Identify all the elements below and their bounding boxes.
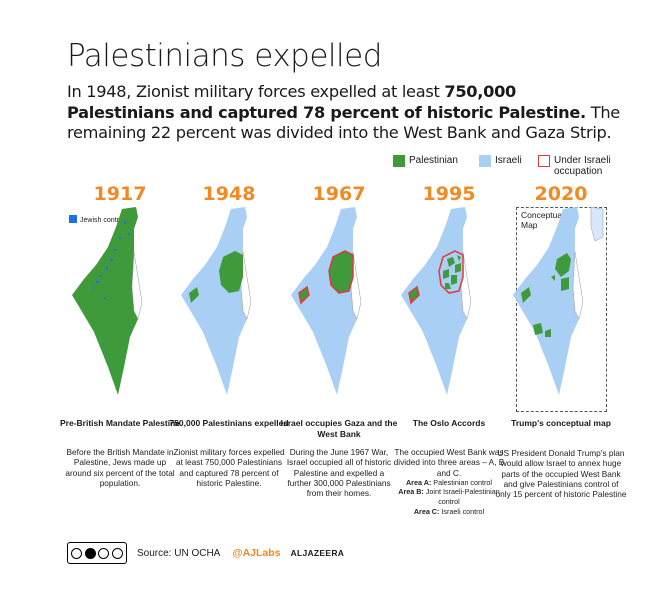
conceptual-map-frame: Conceptual Map (516, 207, 607, 412)
caption-title: The Oslo Accords (412, 418, 486, 428)
sa-icon (111, 547, 123, 559)
legend-swatch-occupation (538, 155, 550, 167)
panel-year: 1967 (312, 183, 366, 205)
area-text: Palestinian control (431, 477, 493, 487)
map-1917: Jewish control (64, 207, 176, 397)
area-label: Area B: (398, 487, 424, 497)
caption-body: Before the British Mandate in Palestine,… (65, 447, 175, 488)
intro-text: In 1948, Zionist military forces expelle… (67, 82, 627, 144)
jewish-control-label: Jewish control (80, 217, 125, 224)
oslo-areas: Area A: Palestinian control Area B: Join… (391, 478, 507, 516)
area-label: Area C: (413, 506, 440, 516)
caption-body: The occupied West Bank was divided into … (391, 447, 507, 516)
legend-item-israeli: Israeli (479, 155, 522, 167)
map-1967 (283, 207, 395, 397)
ajlabs-handle: @AJLabs (232, 547, 281, 559)
area-text: Joint Israeli-Palestinian control (423, 487, 500, 507)
caption-body: During the June 1967 War, Israel occupie… (286, 447, 392, 499)
creative-commons-icon (67, 542, 127, 564)
conceptual-map-label: Conceptual Map (521, 210, 565, 230)
caption-body: Zionist military forces expelled at leas… (173, 447, 285, 488)
legend-label: Palestinian (409, 155, 458, 166)
legend-label: Israeli (495, 155, 522, 166)
intro-bold: 750,000 Palestinians and captured 78 per… (67, 82, 586, 122)
caption-body: US President Donald Trump's plan would a… (495, 448, 627, 500)
caption-title: Pre-British Mandate Palestine (60, 418, 180, 428)
page-title: Palestinians expelled (67, 38, 382, 74)
caption-title: 750,000 Palestinians expelled (169, 418, 289, 428)
area-label: Area A: (405, 477, 432, 487)
intro-part1: In 1948, Zionist military forces expelle… (67, 82, 445, 101)
intro-part2: The remaining 22 percent was divided int… (67, 102, 620, 143)
legend-swatch-palestinian (393, 155, 405, 167)
panel-year: 1948 (202, 183, 256, 205)
legend-label: Under Israeli occupation (554, 155, 611, 177)
jewish-control-swatch (69, 215, 77, 223)
panel-year: 1995 (422, 183, 476, 205)
aljazeera-logo: ALJAZEERA (290, 548, 345, 558)
source-text: Source: UN OCHA (137, 547, 221, 559)
panel-year: 2020 (534, 183, 588, 205)
nc-icon (98, 547, 110, 559)
legend-item-occupation: Under Israeli occupation (538, 155, 638, 177)
map-1995 (393, 207, 505, 397)
legend-swatch-israeli (479, 155, 491, 167)
cc-icon (71, 547, 83, 559)
caption-title: Trump's conceptual map (511, 418, 611, 428)
caption-title: Israel occupies Gaza and the West Bank (280, 418, 398, 439)
caption-body-text: The occupied West Bank was divided into … (393, 447, 505, 478)
by-icon (84, 547, 96, 559)
panel-year: 1917 (93, 183, 147, 205)
footer: Source: UN OCHA @AJLabs ALJAZEERA (67, 541, 344, 565)
area-text: Israeli control (439, 506, 485, 516)
map-2020 (505, 207, 617, 397)
map-1948 (173, 207, 285, 397)
legend-item-palestinian: Palestinian (393, 155, 458, 167)
